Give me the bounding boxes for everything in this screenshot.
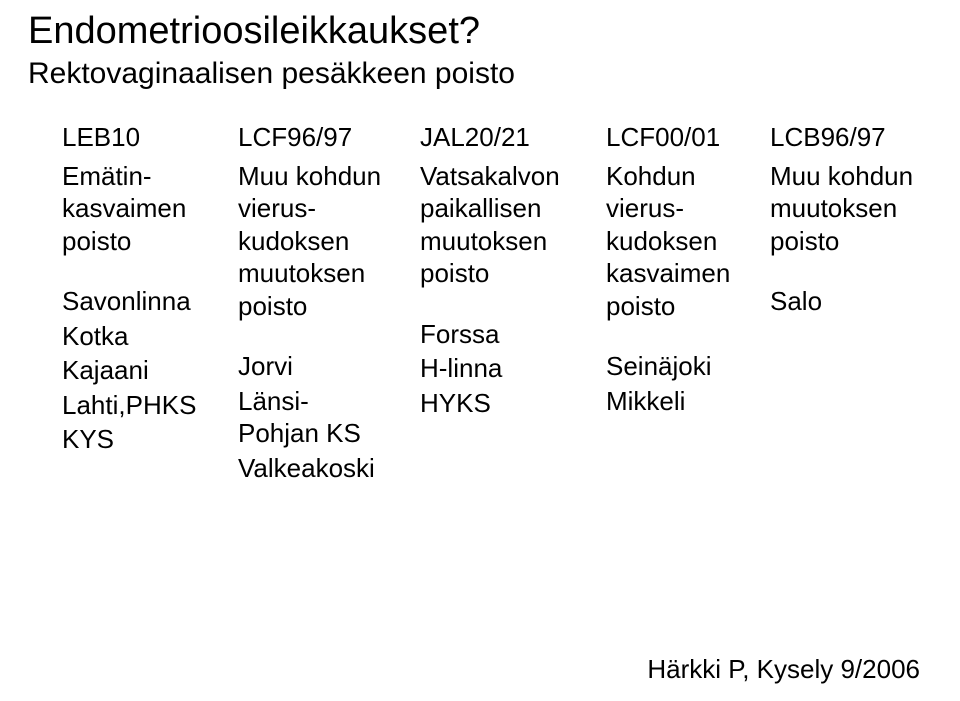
description-line: kasvaimen: [606, 257, 744, 290]
hospitals-list: ForssaH-linnaHYKS: [420, 318, 580, 422]
column-description: Vatsakalvonpaikallisenmuutoksenpoisto: [420, 160, 580, 290]
hospital-item: Seinäjoki: [606, 350, 744, 383]
description-line: Kohdun: [606, 160, 744, 193]
column: JAL20/21 Vatsakalvonpaikallisenmuutoksenp…: [420, 121, 580, 486]
hospital-item: H-linna: [420, 352, 580, 385]
description-line: kudoksen: [606, 225, 744, 258]
description-line: Emätin-: [62, 160, 212, 193]
hospital-item: HYKS: [420, 387, 580, 420]
description-line: Muu kohdun: [770, 160, 932, 193]
column-code: LCF00/01: [606, 121, 744, 154]
column: LCB96/97 Muu kohdunmuutoksenpoisto Salo: [770, 121, 932, 486]
hospital-item: Kajaani: [62, 354, 212, 387]
column: LCF96/97 Muu kohdunvierus-kudoksenmuutoks…: [238, 121, 394, 486]
hospitals-list: SavonlinnaKotkaKajaaniLahti,PHKSKYS: [62, 285, 212, 458]
column-description: Emätin-kasvaimenpoisto: [62, 160, 212, 258]
description-line: poisto: [420, 257, 580, 290]
hospital-item: Savonlinna: [62, 285, 212, 318]
column-code: LCF96/97: [238, 121, 394, 154]
description-line: muutoksen: [770, 192, 932, 225]
description-line: poisto: [62, 225, 212, 258]
description-line: vierus-: [238, 192, 394, 225]
columns-container: LEB10Emätin-kasvaimenpoistoSavonlinnaKot…: [62, 121, 932, 486]
description-line: muutoksen: [420, 225, 580, 258]
description-line: muutoksen: [238, 257, 394, 290]
hospital-item: Lahti,PHKS: [62, 389, 212, 422]
description-line: Vatsakalvon: [420, 160, 580, 193]
column-code: LCB96/97: [770, 121, 932, 154]
slide: Endometrioosileikkaukset? Rektovaginaali…: [0, 0, 960, 701]
column: LEB10 Emätin-kasvaimenpoisto SavonlinnaKot…: [62, 121, 212, 486]
hospital-item: Forssa: [420, 318, 580, 351]
hospital-item: Länsi-Pohjan KS: [238, 385, 394, 450]
hospital-item: KYS: [62, 423, 212, 456]
hospital-item: Salo: [770, 285, 932, 318]
column-description: Muu kohdunvierus-kudoksenmuutoksenpoisto: [238, 160, 394, 323]
hospital-item: Mikkeli: [606, 385, 744, 418]
description-line: poisto: [770, 225, 932, 258]
description-line: poisto: [606, 290, 744, 323]
column-description: Muu kohdunmuutoksenpoisto: [770, 160, 932, 258]
description-line: kudoksen: [238, 225, 394, 258]
description-line: Muu kohdun: [238, 160, 394, 193]
hospitals-list: JorviLänsi-Pohjan KSValkeakoski: [238, 350, 394, 486]
description-line: vierus-: [606, 192, 744, 225]
hospital-item: Kotka: [62, 320, 212, 353]
description-line: paikallisen: [420, 192, 580, 225]
column-code: LEB10: [62, 121, 212, 154]
hospitals-list: Salo: [770, 285, 932, 320]
hospital-item: Valkeakoski: [238, 452, 394, 485]
column: LCF00/01 Kohdunvierus-kudoksenkasvaimenpo…: [606, 121, 744, 486]
hospitals-list: SeinäjokiMikkeli: [606, 350, 744, 419]
page-subtitle: Rektovaginaalisen pesäkkeen poisto: [28, 57, 932, 91]
description-line: kasvaimen: [62, 192, 212, 225]
page-title: Endometrioosileikkaukset?: [28, 10, 932, 53]
footer-citation: Härkki P, Kysely 9/2006: [647, 654, 920, 685]
hospital-item: Jorvi: [238, 350, 394, 383]
description-line: poisto: [238, 290, 394, 323]
column-description: Kohdunvierus-kudoksenkasvaimenpoisto: [606, 160, 744, 323]
column-code: JAL20/21: [420, 121, 580, 154]
